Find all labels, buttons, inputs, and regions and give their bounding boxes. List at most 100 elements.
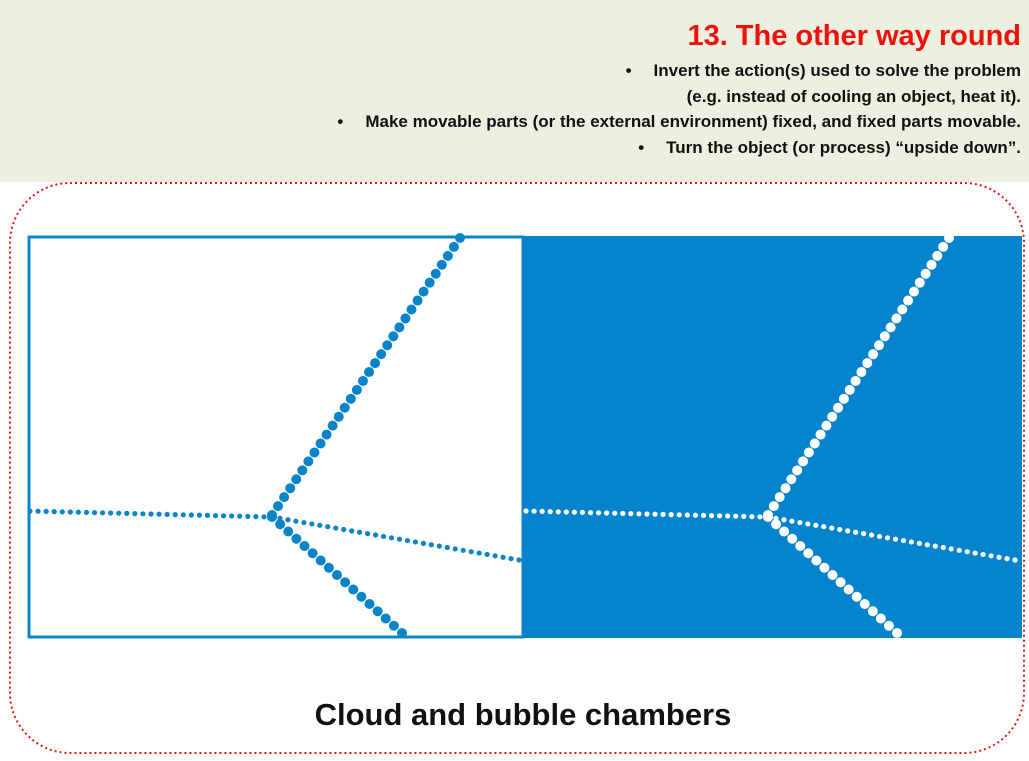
track-dot	[323, 562, 334, 573]
track-dot	[964, 549, 970, 555]
track-dot	[980, 551, 986, 558]
track-dot	[956, 547, 962, 553]
track-dot	[468, 549, 474, 555]
track-dot	[587, 509, 594, 516]
track-dot	[892, 536, 899, 542]
track-dot	[325, 524, 331, 530]
track-dot	[340, 577, 351, 588]
track-dot	[317, 522, 323, 528]
track-dot	[853, 529, 859, 535]
track-dot	[821, 420, 832, 431]
track-dot	[267, 512, 277, 522]
bullet-text: Make movable parts (or the external envi…	[365, 112, 1021, 131]
track-dot	[903, 295, 914, 306]
track-dot	[827, 411, 838, 422]
track-dot	[333, 525, 339, 531]
track-dot	[879, 331, 890, 342]
track-dot	[838, 393, 849, 404]
track-dot	[380, 533, 387, 540]
track-dot	[412, 295, 423, 306]
track-dot	[221, 513, 227, 519]
track-dot	[924, 542, 930, 548]
track-dot	[132, 510, 138, 517]
track-dot	[660, 511, 666, 517]
track-dot	[455, 233, 465, 243]
track-dot	[833, 402, 844, 413]
track-dot	[885, 322, 896, 333]
track-dot	[35, 508, 41, 514]
track-dot	[539, 508, 545, 514]
track-dot	[612, 510, 618, 516]
track-dot	[811, 555, 822, 566]
track-dot	[692, 512, 699, 518]
track-dot	[908, 539, 915, 545]
track-dot	[733, 513, 739, 519]
track-dot	[400, 313, 411, 324]
track-dot	[436, 259, 447, 270]
track-dot	[900, 537, 907, 544]
track-dot	[797, 519, 803, 526]
track-dot	[940, 544, 946, 551]
track-dot	[757, 514, 763, 520]
track-dot	[148, 511, 154, 517]
track-dot	[644, 511, 650, 517]
track-dot	[404, 537, 411, 544]
track-dot	[273, 501, 284, 512]
track-dot	[792, 465, 803, 476]
track-dot	[771, 519, 782, 530]
bullet-text: (e.g. instead of cooling an object, heat…	[686, 86, 1021, 106]
track-dot	[492, 553, 498, 559]
track-dot	[914, 277, 925, 288]
bullet-line: (e.g. instead of cooling an object, heat…	[687, 87, 1021, 107]
track-dot	[253, 514, 259, 520]
track-dot	[156, 511, 162, 517]
track-dot	[484, 551, 490, 558]
track-dot	[563, 509, 569, 515]
track-dot	[303, 456, 314, 467]
track-dot	[829, 525, 835, 531]
track-dot	[508, 556, 514, 562]
track-dot	[932, 543, 938, 549]
track-dot	[333, 411, 344, 422]
track-dot	[668, 511, 674, 518]
track-dot	[803, 447, 814, 458]
track-dot	[897, 304, 908, 315]
track-dot	[787, 533, 798, 544]
track-dot	[283, 526, 294, 537]
track-dot	[372, 532, 379, 538]
track-dot	[124, 510, 130, 516]
track-dot	[620, 510, 626, 516]
track-dot	[364, 367, 375, 378]
track-dot	[315, 555, 326, 566]
track-dot	[83, 509, 90, 515]
track-dot	[442, 250, 453, 261]
track-dot	[309, 521, 315, 527]
track-dot	[75, 509, 81, 515]
track-dot	[370, 358, 381, 369]
track-dot	[821, 524, 827, 530]
track-dot	[843, 584, 854, 595]
track-dot	[301, 519, 307, 526]
track-dot	[892, 628, 902, 638]
track-dot	[261, 514, 267, 520]
track-dot	[275, 519, 286, 530]
track-dot	[523, 508, 529, 514]
track-dot	[293, 518, 299, 524]
bullet-text: Turn the object (or process) “upside dow…	[666, 137, 1021, 157]
track-dot	[67, 509, 73, 515]
track-dot	[357, 375, 368, 386]
track-dot	[862, 358, 873, 369]
header-band	[0, 0, 1029, 182]
track-dot	[932, 250, 943, 261]
track-dot	[1004, 556, 1010, 562]
bullet-line: • Make movable parts (or the external env…	[337, 112, 1021, 132]
track-dot	[856, 367, 867, 378]
track-dot	[315, 438, 326, 449]
track-dot	[388, 331, 399, 342]
track-dot	[845, 528, 851, 534]
track-dot	[700, 512, 707, 519]
track-dot	[868, 349, 879, 360]
track-dot	[803, 548, 814, 559]
caption: Cloud and bubble chambers	[314, 697, 732, 732]
